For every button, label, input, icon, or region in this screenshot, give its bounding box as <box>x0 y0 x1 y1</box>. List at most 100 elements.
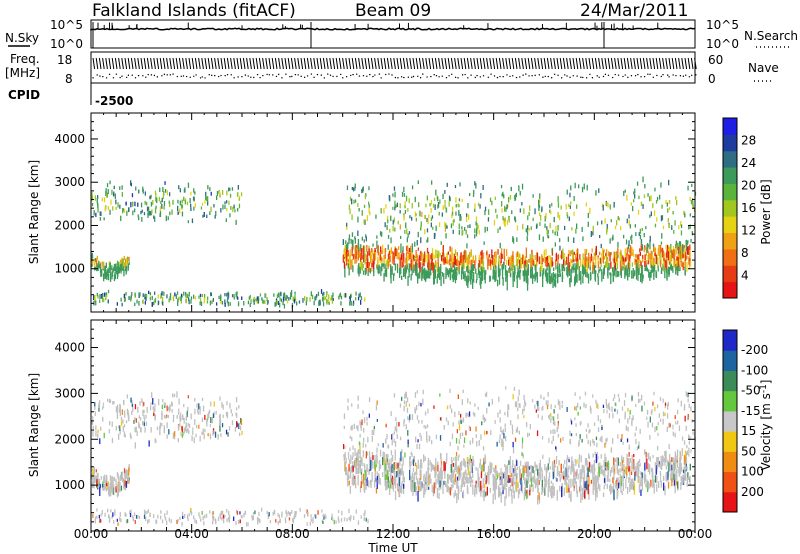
freq-sweep <box>607 57 611 70</box>
scatter-mark <box>566 473 568 480</box>
scatter-mark <box>484 226 486 233</box>
scatter-mark <box>399 436 402 441</box>
scatter-mark <box>491 259 493 264</box>
scatter-mark <box>626 194 628 201</box>
scatter-mark <box>363 482 365 487</box>
scatter-mark <box>565 467 567 478</box>
freq-sweep <box>386 57 390 70</box>
scatter-mark <box>519 473 521 483</box>
scatter-mark <box>509 478 511 483</box>
scatter-mark <box>624 257 626 262</box>
scatter-mark <box>667 251 670 261</box>
scatter-mark <box>501 438 503 444</box>
scatter-mark <box>536 478 538 486</box>
scatter-mark <box>134 404 137 410</box>
freq-sweep <box>300 57 304 70</box>
scatter-mark <box>371 249 374 256</box>
scatter-mark <box>452 470 455 479</box>
scatter-mark <box>474 234 476 239</box>
scatter-mark <box>683 454 686 465</box>
scatter-mark <box>149 292 151 296</box>
scatter-mark <box>620 475 622 482</box>
scatter-mark <box>404 204 406 209</box>
scatter-mark <box>418 443 421 450</box>
scatter-mark <box>455 197 457 203</box>
scatter-mark <box>526 491 528 500</box>
scatter-mark <box>196 403 198 408</box>
scatter-mark <box>169 292 172 297</box>
scatter-mark <box>525 270 527 275</box>
scatter-mark <box>349 196 352 201</box>
scatter-mark <box>406 407 409 413</box>
scatter-mark <box>249 303 251 308</box>
scatter-mark <box>668 200 670 204</box>
scatter-mark <box>519 263 521 267</box>
scatter-mark <box>597 260 599 265</box>
scatter-mark <box>477 467 479 477</box>
scatter-mark <box>344 462 346 472</box>
nave-point <box>553 73 556 76</box>
scatter-mark <box>685 241 687 247</box>
nave-point <box>352 73 354 76</box>
scatter-mark <box>419 253 422 257</box>
nave-point <box>233 77 235 79</box>
scatter-mark <box>493 483 496 495</box>
scatter-mark <box>472 279 474 289</box>
scatter-mark <box>190 299 192 304</box>
scatter-mark <box>430 200 433 205</box>
freq-sweep <box>127 57 131 70</box>
freq-sweep <box>281 57 284 70</box>
scatter-mark <box>474 413 476 417</box>
scatter-mark <box>626 467 628 476</box>
scatter-mark <box>586 472 588 484</box>
scatter-mark <box>577 262 579 271</box>
scatter-mark <box>235 292 237 297</box>
scatter-mark <box>509 456 511 465</box>
scatter-mark <box>614 408 616 412</box>
scatter-mark <box>344 445 346 449</box>
scatter-mark <box>494 196 496 200</box>
scatter-mark <box>608 262 610 271</box>
scatter-mark <box>595 270 597 274</box>
scatter-mark <box>219 419 222 425</box>
scatter-mark <box>657 265 659 272</box>
scatter-mark <box>492 478 494 486</box>
scatter-mark <box>344 293 346 298</box>
scatter-mark <box>384 222 386 228</box>
scatter-mark <box>345 244 348 250</box>
scatter-mark <box>167 415 170 419</box>
scatter-mark <box>400 243 402 254</box>
scatter-mark <box>391 440 393 446</box>
scatter-mark <box>386 259 388 266</box>
scatter-mark <box>290 289 293 295</box>
scatter-mark <box>97 204 99 209</box>
scatter-mark <box>121 185 123 190</box>
scatter-mark <box>105 188 107 193</box>
scatter-mark <box>194 203 196 208</box>
scatter-mark <box>575 423 577 427</box>
scatter-mark <box>193 294 195 299</box>
scatter-mark <box>573 251 575 255</box>
scatter-mark <box>449 487 452 496</box>
colorbar-swatch <box>723 265 737 283</box>
scatter-mark <box>511 265 513 271</box>
scatter-mark <box>674 460 676 471</box>
nave-point <box>596 75 598 77</box>
scatter-mark <box>689 213 691 217</box>
scatter-mark <box>649 468 651 475</box>
scatter-mark <box>629 470 631 476</box>
scatter-mark <box>478 229 480 235</box>
scatter-mark <box>607 470 609 476</box>
scatter-mark <box>221 423 224 428</box>
scatter-mark <box>380 246 382 254</box>
scatter-mark <box>388 480 391 487</box>
scatter-mark <box>601 465 603 475</box>
scatter-mark <box>310 291 312 297</box>
scatter-mark <box>516 237 518 242</box>
noise-left-tick-low: 10^0 <box>50 37 83 51</box>
freq-sweep <box>582 57 585 70</box>
scatter-mark <box>227 301 229 307</box>
scatter-mark <box>521 452 523 457</box>
scatter-mark <box>606 223 608 230</box>
scatter-mark <box>557 224 559 231</box>
